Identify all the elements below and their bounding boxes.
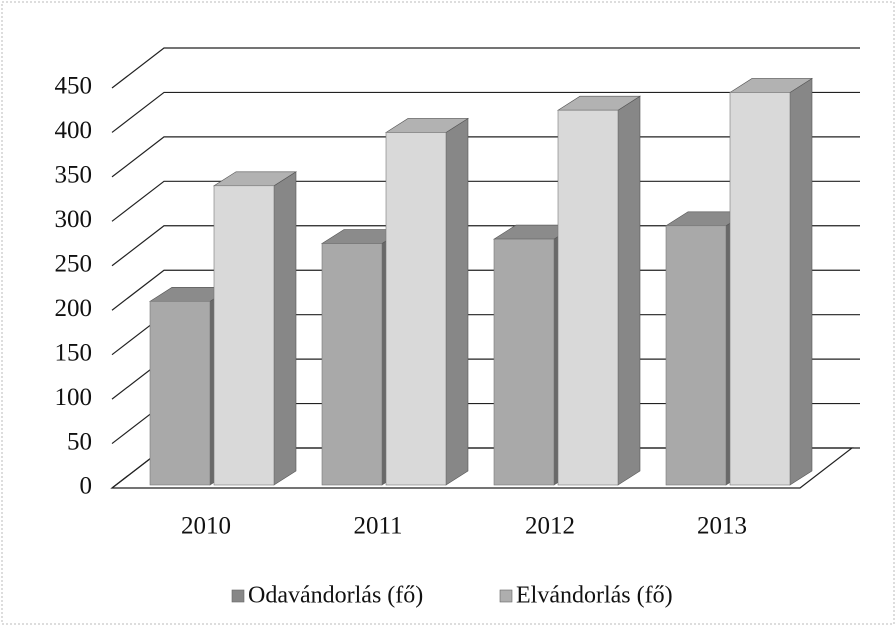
y-tick-label: 0: [80, 473, 93, 500]
bar-side: [445, 117, 469, 486]
x-tick-label: 2011: [353, 513, 402, 540]
y-tick-label: 300: [55, 206, 93, 233]
bar-side: [789, 77, 813, 486]
x-tick-label: 2012: [525, 513, 575, 540]
bar: [493, 238, 555, 486]
y-tick-label: 450: [55, 73, 93, 100]
x-tick-label: 2013: [697, 513, 747, 540]
bar-side: [273, 171, 297, 486]
bar: [149, 301, 211, 486]
y-tick-label: 50: [67, 428, 92, 455]
bar: [665, 225, 727, 486]
grid-line: [111, 47, 860, 89]
bar: [321, 243, 383, 486]
bar-side: [617, 95, 641, 486]
x-tick-label: 2010: [181, 513, 231, 540]
y-tick-label: 400: [55, 117, 93, 144]
bar: [729, 92, 791, 486]
legend-swatch: [499, 589, 513, 603]
bar: [385, 132, 447, 486]
legend-label: Elvándorlás (fő): [516, 583, 673, 609]
y-tick-label: 200: [55, 295, 93, 322]
legend-label: Odavándorlás (fő): [248, 583, 423, 609]
y-tick-label: 100: [55, 384, 93, 411]
bar: [213, 185, 275, 486]
y-tick-label: 350: [55, 162, 93, 189]
grid-line: [111, 91, 860, 133]
legend-swatch: [231, 589, 245, 603]
bar: [557, 109, 619, 486]
y-tick-label: 250: [55, 251, 93, 278]
y-tick-label: 150: [55, 339, 93, 366]
